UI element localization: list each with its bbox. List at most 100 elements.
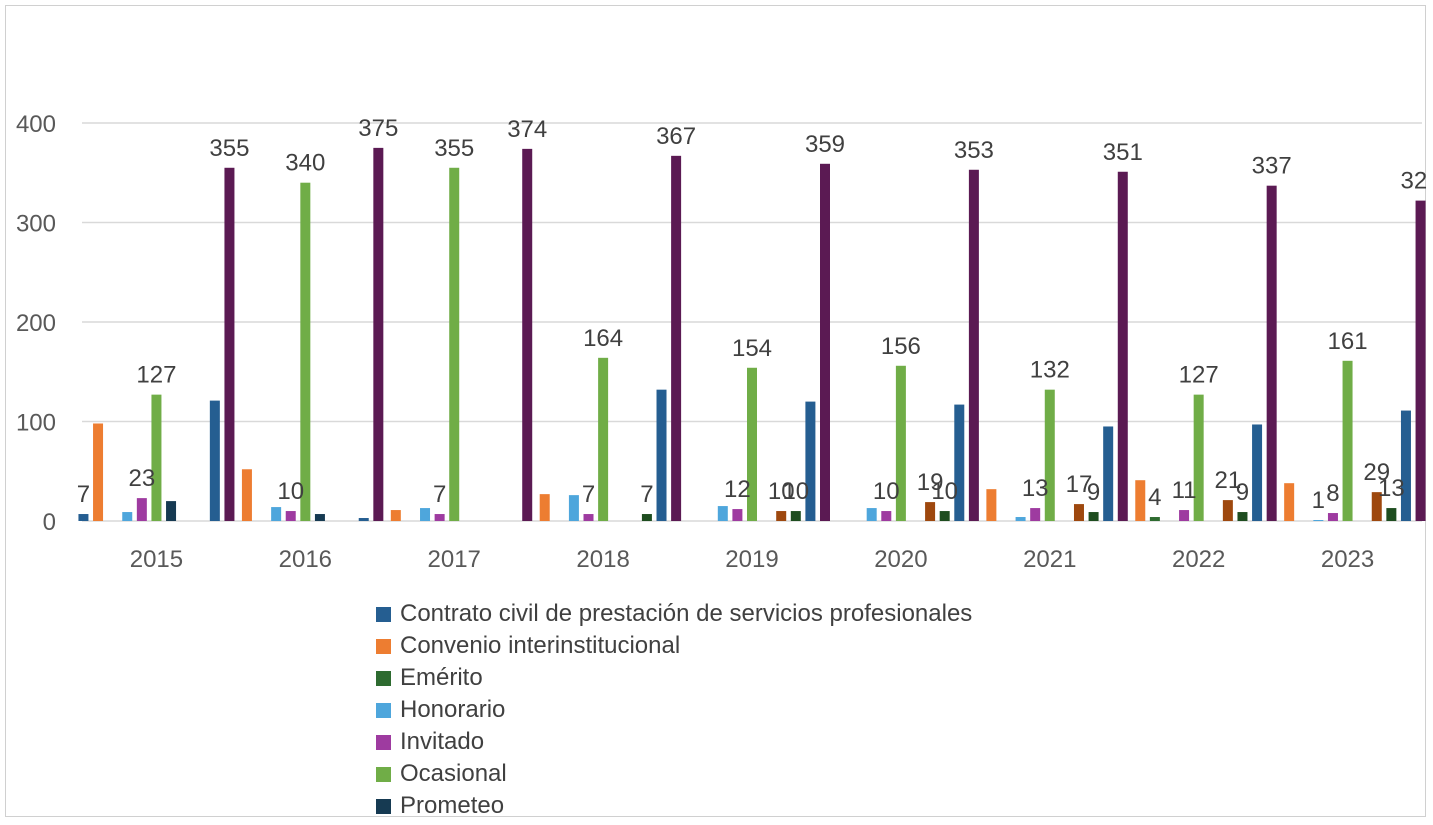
bar-2017-s5 [449, 167, 460, 521]
data-label: 9 [1236, 479, 1249, 506]
data-label: 351 [1103, 139, 1143, 166]
legend: Contrato civil de prestación de servicio… [376, 598, 972, 822]
data-label: 13 [1022, 475, 1049, 502]
bar-2015-s6 [166, 501, 177, 521]
legend-label: Convenio interinstitucional [400, 632, 681, 659]
data-label: 322 [1401, 168, 1427, 195]
data-label: 359 [805, 131, 845, 158]
bar-2020-s3 [866, 508, 877, 521]
legend-swatch [376, 702, 391, 718]
bar-2023-s4 [1327, 513, 1338, 521]
y-tick-label: 400 [16, 111, 56, 138]
bar-2021-s1 [986, 489, 997, 521]
legend-item: Convenio interinstitucional [376, 630, 972, 662]
bar-2015-s0 [78, 514, 89, 521]
chart-frame: 0 100 200 300 400 7 23 127 355 10 340 375 7 355 374 7 7… [5, 5, 1427, 819]
legend-swatch [376, 670, 391, 686]
bar-2022-s5 [1193, 394, 1204, 521]
data-label: 1 [1312, 487, 1325, 514]
legend-label: Contrato civil de prestación de servicio… [400, 600, 973, 627]
bar-2019-s9 [805, 401, 816, 521]
legend-label: Ocasional [400, 760, 507, 787]
x-tick-label: 2023 [1321, 546, 1374, 573]
bar-2016-s3 [271, 507, 282, 521]
legend-item: Prometeo [376, 790, 972, 822]
data-label: 337 [1252, 153, 1292, 180]
legend-label: Honorario [400, 696, 506, 723]
bar-2022-s9 [1252, 424, 1263, 521]
data-label: 161 [1328, 328, 1368, 355]
bar-2021-s9 [1103, 426, 1114, 521]
data-label: 13 [1378, 475, 1405, 502]
y-tick-label: 300 [16, 211, 56, 238]
bar-2020-s9 [954, 404, 965, 521]
legend-swatch [376, 638, 391, 654]
data-label: 355 [209, 135, 249, 162]
bar-2022-s10 [1266, 185, 1277, 521]
data-label: 156 [881, 333, 921, 360]
bar-2021-s10 [1117, 171, 1128, 521]
data-label: 19 [917, 469, 944, 496]
bar-2020-s5 [895, 365, 906, 521]
bar-2016-s10 [373, 147, 384, 521]
bar-2016-s5 [300, 182, 311, 521]
data-label: 164 [583, 325, 623, 352]
data-label: 154 [732, 335, 772, 362]
bar-2022-s2 [1149, 517, 1160, 521]
data-label: 127 [1179, 362, 1219, 389]
bar-2021-s7 [1073, 504, 1084, 521]
data-label: 12 [724, 476, 751, 503]
x-axis-ticks: 2015 2016 2017 2018 2019 2020 2021 2022 2023 [130, 546, 1375, 573]
bar-2023-s9 [1400, 410, 1411, 521]
bar-2017-s1 [390, 510, 401, 521]
bar-2022-s1 [1135, 480, 1146, 521]
bar-2022-s7 [1222, 500, 1233, 521]
bar-2018-s4 [583, 514, 594, 521]
legend-swatch [376, 734, 391, 750]
x-tick-label: 2016 [279, 546, 332, 573]
legend-item: Invitado [376, 726, 972, 758]
bar-2017-s10 [522, 148, 533, 521]
x-tick-label: 2021 [1023, 546, 1076, 573]
data-label: 7 [640, 481, 653, 508]
bar-2015-s9 [209, 400, 220, 521]
legend-label: Prometeo [400, 792, 505, 819]
legend-item: Honorario [376, 694, 972, 726]
data-label: 374 [507, 116, 547, 143]
data-label: 367 [656, 123, 696, 150]
data-label: 7 [582, 481, 595, 508]
legend-label: Invitado [400, 728, 485, 755]
legend-item: Contrato civil de prestación de servicio… [376, 598, 972, 630]
data-label: 29 [1363, 459, 1390, 486]
data-label: 127 [136, 362, 176, 389]
bar-2021-s3 [1015, 517, 1026, 521]
bar-2022-s4 [1179, 510, 1190, 521]
bar-2020-s7 [925, 502, 936, 521]
bar-2018-s3 [568, 495, 579, 521]
bar-2015-s10 [224, 167, 235, 521]
bar-2015-s4 [136, 498, 147, 521]
bar-2023-s10 [1415, 200, 1426, 522]
bar-2019-s5 [747, 367, 757, 521]
bar-2019-s4 [732, 509, 743, 521]
data-label: 8 [1326, 480, 1339, 507]
data-label: 353 [954, 137, 994, 164]
bar-2023-s7 [1371, 492, 1382, 521]
legend-swatch [376, 766, 391, 782]
bar-2018-s9 [656, 389, 667, 521]
data-label: 340 [285, 150, 325, 177]
data-label: 132 [1030, 357, 1070, 384]
y-tick-label: 100 [16, 410, 56, 437]
data-label: 9 [1087, 479, 1100, 506]
bar-2019-s3 [717, 506, 728, 521]
bar-2021-s8 [1088, 512, 1099, 521]
data-label: 10 [768, 478, 795, 505]
bar-2021-s5 [1044, 389, 1055, 521]
x-tick-label: 2017 [428, 546, 481, 573]
bar-2018-s5 [598, 357, 609, 521]
y-tick-label: 200 [16, 310, 56, 337]
bar-2017-s3 [420, 508, 431, 521]
bar-2023-s8 [1386, 508, 1397, 521]
bar-2023-s3 [1313, 520, 1324, 521]
data-label: 21 [1215, 467, 1242, 494]
